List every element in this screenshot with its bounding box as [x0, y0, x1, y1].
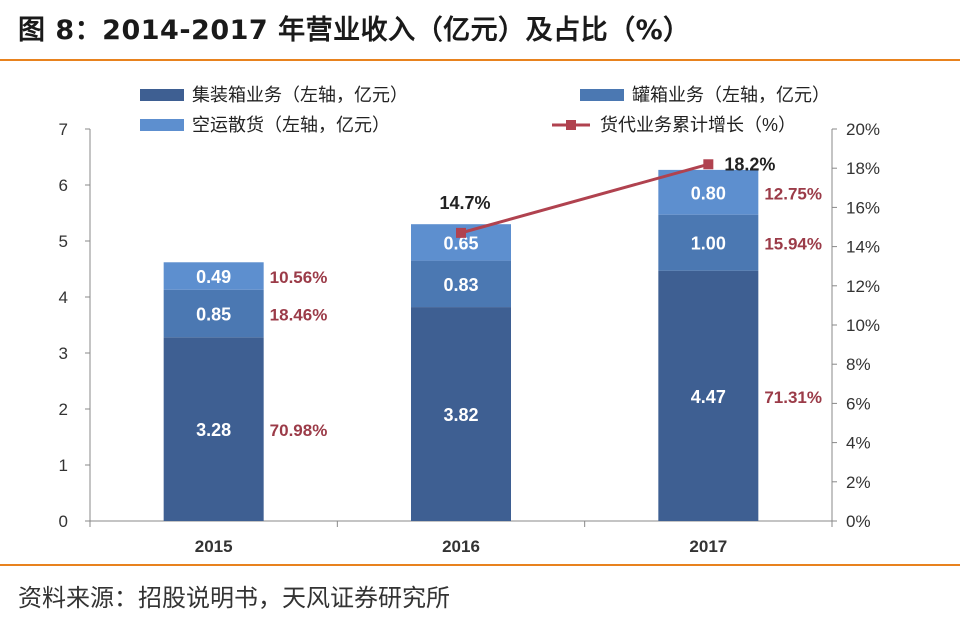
legend-swatch [140, 119, 184, 131]
bar-segment [658, 270, 759, 521]
left-tick-label: 0 [59, 512, 68, 531]
bar-value-label: 4.47 [691, 387, 726, 407]
bar-value-label: 0.83 [443, 275, 478, 295]
share-label: 18.46% [270, 306, 328, 325]
right-tick-label: 18% [846, 159, 880, 178]
right-tick-label: 6% [846, 394, 871, 413]
bar-segment [163, 337, 264, 521]
left-tick-label: 5 [59, 232, 68, 251]
bar-value-label: 0.65 [443, 233, 478, 253]
bar-value-label: 0.85 [196, 305, 231, 325]
chart-title: 图 8：2014-2017 年营业收入（亿元）及占比（%） [18, 15, 691, 46]
legend-swatch [140, 89, 184, 101]
right-tick-label: 20% [846, 120, 880, 139]
bar-segment [163, 262, 264, 290]
left-tick-label: 1 [59, 456, 68, 475]
share-label: 15.94% [764, 235, 822, 254]
legend-label: 货代业务累计增长（%） [600, 115, 796, 135]
share-labels: 70.98% 18.46% 10.56% 71.31% 15.94% 12.75% [270, 184, 822, 440]
legend-swatch [580, 89, 624, 101]
x-tick-label: 2015 [195, 537, 233, 556]
footer-divider [0, 564, 960, 566]
right-tick-label: 4% [846, 434, 871, 453]
growth-point [456, 227, 466, 238]
legend-swatch-marker [566, 120, 576, 130]
growth-point [703, 159, 714, 170]
growth-line: 14.7% 18.2% [439, 154, 775, 238]
legend-label: 空运散货（左轴，亿元） [192, 115, 390, 135]
bar-segment [411, 307, 511, 521]
right-tick-label: 10% [846, 316, 880, 335]
share-label: 10.56% [270, 268, 328, 287]
x-tick-label: 2017 [689, 537, 727, 556]
bar-segment [658, 214, 759, 271]
bars [163, 169, 759, 521]
growth-line-path [460, 162, 709, 235]
right-tick-label: 12% [846, 277, 880, 296]
bar-segment [163, 289, 264, 338]
share-label: 71.31% [764, 388, 822, 407]
bar-value-label: 1.00 [691, 234, 726, 254]
bar-segment [411, 260, 511, 308]
legend-label: 集装箱业务（左轴，亿元） [192, 85, 408, 105]
legend: 集装箱业务（左轴，亿元） 罐箱业务（左轴，亿元） 空运散货（左轴，亿元） 货代业务累计… [140, 85, 830, 135]
bar-value-label: 0.80 [691, 183, 726, 203]
right-tick-label: 16% [846, 198, 880, 217]
left-tick-label: 2 [59, 400, 68, 419]
source-note: 资料来源：招股说明书，天风证券研究所 [18, 584, 450, 612]
bar-labels: 3.28 0.85 0.49 3.82 0.83 0.65 4.47 1.00 0.80 [196, 183, 726, 440]
legend-label: 罐箱业务（左轴，亿元） [632, 85, 830, 105]
right-tick-label: 2% [846, 473, 871, 492]
share-label: 70.98% [270, 421, 328, 440]
share-label: 12.75% [764, 184, 822, 203]
x-tick-label: 2016 [442, 537, 480, 556]
bar-segment [658, 169, 759, 215]
right-tick-label: 14% [846, 238, 880, 257]
growth-label: 14.7% [439, 193, 490, 213]
right-tick-label: 8% [846, 355, 871, 374]
bar-value-label: 3.28 [196, 420, 231, 440]
left-tick-label: 4 [59, 288, 68, 307]
left-tick-label: 7 [59, 120, 68, 139]
left-tick-label: 3 [59, 344, 68, 363]
growth-label: 18.2% [724, 154, 775, 174]
bar-value-label: 0.49 [196, 267, 231, 287]
right-tick-label: 0% [846, 512, 871, 531]
title-divider [0, 59, 960, 61]
left-tick-label: 6 [59, 176, 68, 195]
bar-value-label: 3.82 [443, 405, 478, 425]
